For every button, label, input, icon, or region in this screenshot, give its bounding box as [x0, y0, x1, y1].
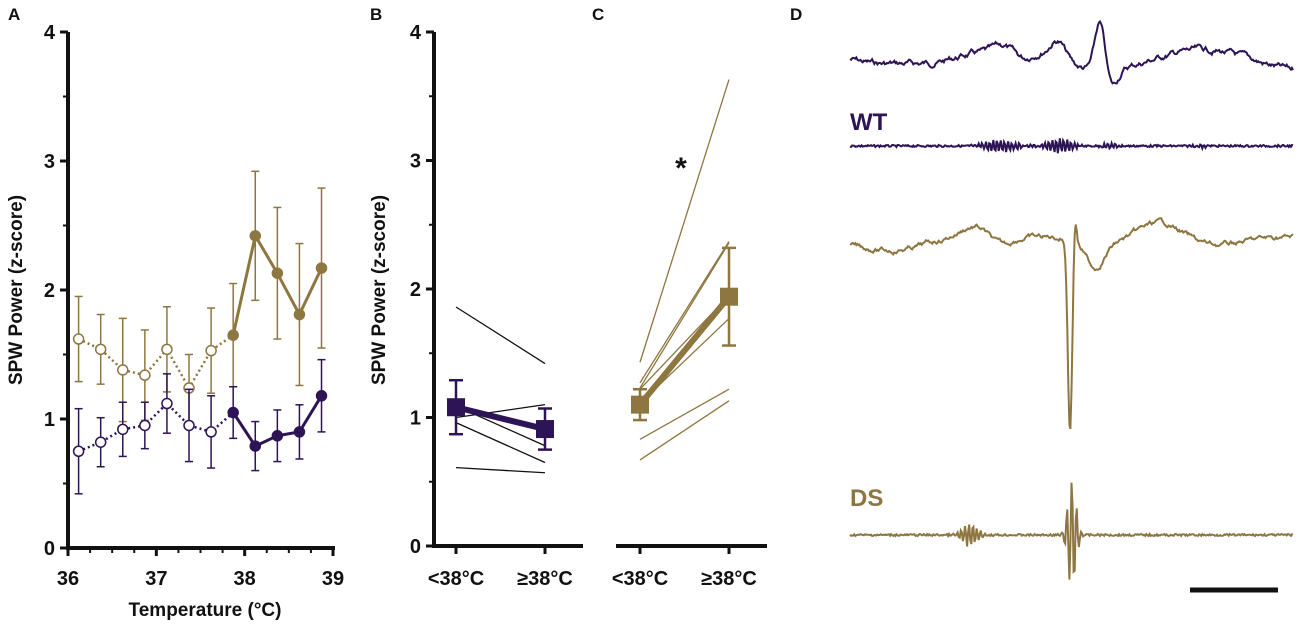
panel-a-wt-point — [249, 440, 262, 452]
panel-label-d: D — [790, 5, 802, 24]
panel-a-wt-point — [183, 419, 195, 432]
panel-a-wt-point — [72, 445, 85, 457]
panel-b-x-tick-label: <38°C — [428, 568, 484, 590]
panel-a-x-axis-title: Temperature (°C) — [129, 600, 282, 621]
panel-a-ds-point — [293, 308, 306, 321]
wt-raw-trace — [849, 19, 1294, 85]
panel-a-chart: SPW Power (z-score) Temperature (°C) 0 1 2… — [6, 22, 344, 621]
panel-b-y-axis-title: SPW Power (z-score) — [369, 195, 390, 385]
panel-a-y-tick-label: 3 — [44, 151, 55, 173]
panel-a-ds-point — [117, 364, 129, 376]
panel-c-mean-marker — [720, 287, 738, 306]
panel-a-x-tick-label: 36 — [57, 568, 79, 590]
panel-a-y-axis-title: SPW Power (z-score) — [6, 195, 27, 385]
panel-d-traces: WT DS — [849, 19, 1294, 593]
wt-label: WT — [850, 109, 888, 136]
panel-b-y-tick-label: 1 — [410, 408, 421, 430]
significance-star: * — [675, 152, 687, 185]
panel-a-x-tick-label: 37 — [145, 568, 167, 590]
panel-a-x-tick-label: 39 — [322, 568, 344, 590]
panel-a-ds-point — [227, 329, 239, 341]
panel-a-x-tick-label: 38 — [234, 568, 256, 590]
panel-c-individual-line — [639, 400, 730, 461]
panel-c-individual-line — [639, 241, 730, 384]
panel-a-wt-point — [271, 430, 284, 442]
panel-b-y-tick-label: 4 — [410, 22, 422, 44]
ds-filtered-trace — [849, 482, 1294, 580]
panel-c-chart: * <38°C ≥38°C — [612, 79, 767, 590]
panel-b-y-tick-label: 3 — [410, 151, 421, 173]
ds-raw-trace — [849, 217, 1294, 430]
panel-a-wt-point — [117, 423, 129, 436]
panel-b-mean-marker — [536, 420, 554, 439]
panel-a-ds-point — [94, 343, 107, 356]
panel-c-individual-line — [639, 388, 730, 440]
panel-c-x-tick-label: <38°C — [612, 568, 668, 590]
panel-a-y-tick-label: 0 — [44, 538, 55, 560]
panel-a-ds-point — [161, 343, 173, 356]
panel-a-wt-point — [293, 426, 306, 438]
panel-b-individual-line — [455, 422, 546, 464]
panel-a-wt-point — [161, 397, 173, 410]
panel-a-wt-point — [205, 426, 217, 438]
panel-a-wt-point — [139, 419, 151, 432]
panel-a-ds-point — [315, 262, 328, 274]
panel-a-ds-point — [205, 344, 217, 357]
panel-a-ds-dotted-line — [78, 334, 234, 391]
panel-a-y-tick-label: 1 — [44, 409, 55, 431]
panel-b-y-tick-label: 0 — [410, 536, 421, 558]
panel-a-y-tick-label: 4 — [44, 22, 56, 44]
panel-b-chart: SPW Power (z-score) 0 1 2 3 4 <38°C ≥38°C — [369, 22, 583, 590]
ds-label: DS — [850, 485, 883, 512]
panel-b-y-tick-label: 2 — [410, 279, 421, 301]
panel-c-individual-line — [639, 242, 730, 389]
panel-b-x-tick-label: ≥38°C — [517, 568, 573, 590]
panel-a-ds-point — [72, 333, 85, 345]
panel-a-wt-point — [227, 406, 239, 419]
panel-a-ds-point — [139, 369, 151, 381]
panel-label-b: B — [370, 5, 382, 24]
panel-b-individual-line — [455, 404, 546, 419]
panel-b-mean-line — [455, 404, 546, 432]
panel-b-individual-line — [455, 306, 546, 365]
panel-a-ds-point — [271, 267, 284, 279]
panel-c-mean-marker — [631, 395, 649, 414]
panel-a-y-tick-label: 2 — [44, 280, 55, 302]
panel-a-ds-point — [249, 230, 262, 242]
panel-c-mean-line — [637, 294, 732, 407]
panel-b-mean-marker — [447, 398, 465, 417]
panel-a-wt-point — [94, 436, 107, 448]
panel-c-individual-line — [639, 79, 730, 363]
panel-label-a: A — [8, 5, 20, 24]
panel-label-c: C — [592, 5, 604, 24]
panel-c-x-tick-label: ≥38°C — [701, 568, 757, 590]
panel-a-wt-point — [315, 390, 328, 402]
panel-b-individual-line — [455, 466, 546, 474]
wt-filtered-trace — [849, 137, 1294, 154]
